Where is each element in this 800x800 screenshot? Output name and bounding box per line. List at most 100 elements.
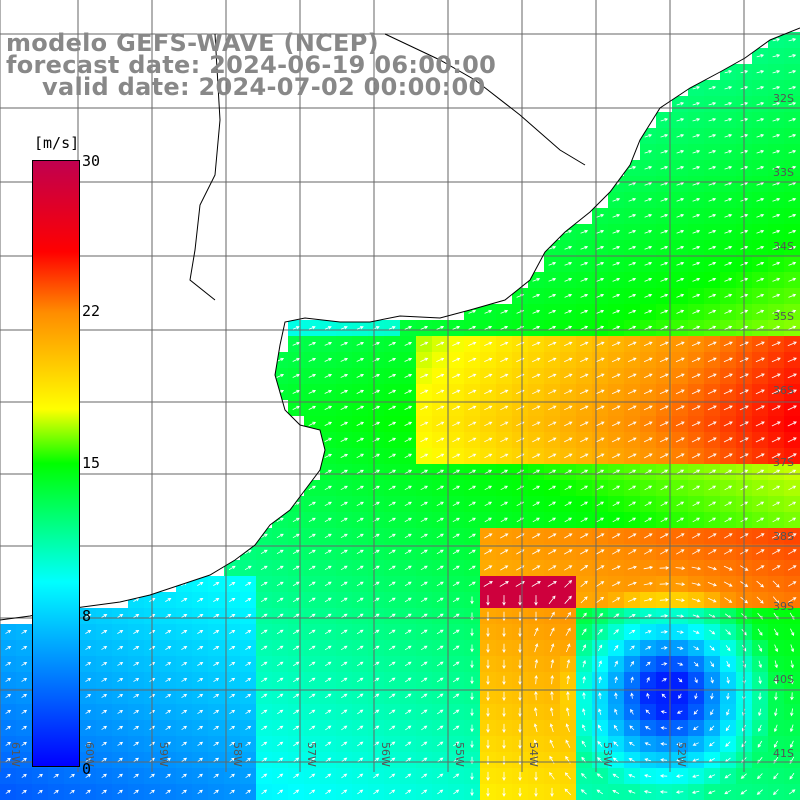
- wind-arrow: [611, 373, 621, 379]
- wind-arrow: [532, 293, 541, 298]
- wind-arrow: [756, 293, 765, 298]
- wind-arrow: [627, 421, 637, 427]
- wind-arrow: [500, 357, 509, 363]
- wind-arrow: [324, 549, 332, 555]
- wind-arrow: [436, 357, 445, 362]
- wind-arrow: [518, 595, 522, 606]
- wind-arrow: [404, 709, 412, 715]
- wind-arrow: [630, 660, 635, 667]
- wind-arrow: [596, 293, 605, 298]
- wind-arrow: [708, 261, 717, 266]
- wind-arrow: [660, 742, 667, 746]
- wind-arrow: [532, 341, 541, 346]
- lat-label: 40S: [773, 673, 794, 686]
- wind-arrow: [277, 725, 284, 731]
- wind-arrow: [388, 485, 396, 491]
- wind-arrow: [213, 789, 219, 795]
- wind-arrow: [659, 598, 669, 602]
- wind-arrow: [596, 277, 605, 282]
- wind-arrow: [181, 661, 188, 666]
- wind-arrow: [453, 773, 460, 779]
- wind-arrow: [69, 789, 75, 794]
- wind-arrow: [692, 277, 701, 282]
- wind-arrow: [755, 549, 765, 555]
- wind-arrow: [726, 660, 730, 668]
- wind-arrow: [484, 341, 493, 346]
- wind-arrow: [21, 629, 28, 634]
- wind-arrow: [133, 757, 139, 763]
- wind-arrow: [691, 549, 701, 555]
- wind-arrow: [21, 725, 27, 730]
- wind-arrow: [707, 533, 717, 539]
- wind-arrow: [532, 389, 541, 395]
- wind-arrow: [324, 645, 332, 651]
- wind-arrow: [580, 277, 589, 282]
- wind-arrow: [659, 533, 669, 539]
- wind-arrow: [755, 565, 765, 571]
- wind-arrow: [627, 405, 637, 411]
- title-model: modelo GEFS-WAVE (NCEP): [6, 29, 379, 57]
- wind-arrow: [5, 789, 11, 794]
- wind-arrow: [245, 581, 252, 586]
- wind-arrow: [627, 437, 637, 443]
- wind-arrow: [788, 54, 797, 58]
- wind-arrow: [644, 150, 653, 154]
- wind-arrow: [612, 277, 621, 282]
- lon-label: 58W: [231, 742, 244, 767]
- wind-arrow: [229, 789, 235, 795]
- wind-arrow: [436, 709, 444, 715]
- wind-arrow: [532, 485, 541, 491]
- wind-arrow: [452, 693, 460, 699]
- wind-arrow: [645, 709, 651, 715]
- wind-arrow: [5, 741, 11, 746]
- wind-arrow: [21, 693, 28, 698]
- wind-arrow: [756, 325, 765, 330]
- wind-arrow: [468, 421, 477, 427]
- wind-arrow: [437, 773, 444, 779]
- wind-arrow: [707, 357, 717, 363]
- wind-arrow: [356, 693, 364, 699]
- wind-arrow: [453, 741, 460, 747]
- wind-arrow: [772, 293, 781, 298]
- wind-arrow: [245, 677, 252, 683]
- wind-arrow: [325, 789, 332, 795]
- wind-arrow: [580, 789, 587, 795]
- wind-arrow: [324, 389, 333, 394]
- wind-arrow: [388, 341, 397, 346]
- wind-arrow: [229, 645, 236, 650]
- wind-arrow: [595, 405, 605, 411]
- wind-arrow: [643, 790, 652, 794]
- lon-label: 55W: [453, 742, 466, 767]
- wind-arrow: [788, 86, 797, 90]
- wind-arrow: [470, 692, 474, 701]
- wind-arrow: [101, 629, 108, 634]
- wind-arrow: [758, 644, 763, 652]
- wind-arrow: [675, 357, 685, 363]
- wind-arrow: [468, 469, 477, 475]
- wind-arrow: [724, 469, 733, 475]
- wind-arrow: [628, 277, 637, 282]
- wind-arrow: [724, 309, 733, 314]
- wind-arrow: [534, 674, 538, 685]
- wind-arrow: [165, 645, 172, 650]
- wind-arrow: [518, 659, 522, 670]
- wind-arrow: [276, 597, 284, 603]
- wind-arrow: [724, 165, 733, 170]
- wind-arrow: [595, 373, 605, 379]
- wind-arrow: [388, 437, 397, 442]
- wind-arrow: [452, 485, 461, 491]
- wind-arrow: [133, 789, 139, 795]
- wind-arrow: [534, 658, 539, 669]
- wind-arrow: [101, 709, 108, 714]
- wind-arrow: [388, 661, 396, 667]
- wind-arrow: [643, 565, 654, 570]
- wind-arrow: [340, 357, 349, 362]
- wind-arrow: [117, 629, 124, 634]
- wind-arrow: [117, 693, 124, 698]
- wind-arrow: [309, 741, 316, 747]
- wind-arrow: [756, 149, 765, 154]
- wind-arrow: [564, 277, 573, 282]
- wind-arrow: [452, 325, 461, 330]
- wind-arrow: [341, 741, 348, 747]
- wind-arrow: [181, 709, 188, 715]
